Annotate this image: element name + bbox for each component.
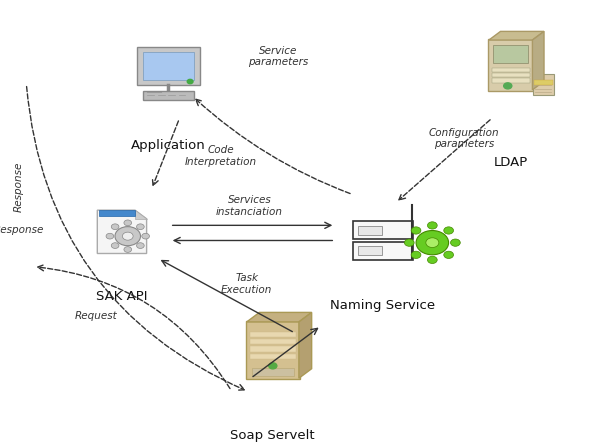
FancyBboxPatch shape <box>493 45 528 63</box>
Text: Service
parameters: Service parameters <box>249 46 308 67</box>
Polygon shape <box>135 210 147 219</box>
FancyBboxPatch shape <box>358 246 382 255</box>
FancyBboxPatch shape <box>358 225 382 235</box>
Text: Response: Response <box>14 161 24 212</box>
FancyBboxPatch shape <box>534 80 553 85</box>
FancyArrowPatch shape <box>174 237 333 244</box>
Circle shape <box>427 256 437 263</box>
Circle shape <box>444 251 453 259</box>
Text: SAK API: SAK API <box>96 290 147 303</box>
Circle shape <box>123 232 133 240</box>
FancyBboxPatch shape <box>492 68 529 72</box>
FancyBboxPatch shape <box>488 39 533 91</box>
Circle shape <box>106 233 114 239</box>
FancyBboxPatch shape <box>99 210 135 216</box>
Circle shape <box>427 222 437 229</box>
FancyArrowPatch shape <box>162 260 292 332</box>
Text: Services
instanciation: Services instanciation <box>216 195 283 217</box>
FancyBboxPatch shape <box>353 221 413 239</box>
FancyBboxPatch shape <box>492 79 529 83</box>
Text: Request: Request <box>75 311 117 321</box>
Circle shape <box>426 238 439 248</box>
FancyArrowPatch shape <box>196 99 350 194</box>
Circle shape <box>444 227 453 234</box>
FancyArrowPatch shape <box>399 120 490 200</box>
Circle shape <box>269 363 277 369</box>
FancyArrowPatch shape <box>172 222 331 229</box>
Polygon shape <box>532 31 544 90</box>
Circle shape <box>504 83 512 89</box>
Text: Application: Application <box>131 139 206 152</box>
FancyArrowPatch shape <box>27 87 244 390</box>
Polygon shape <box>247 312 311 322</box>
FancyArrowPatch shape <box>153 121 178 185</box>
Circle shape <box>416 231 449 255</box>
Circle shape <box>111 224 119 229</box>
FancyArrowPatch shape <box>38 265 230 389</box>
Circle shape <box>137 243 144 248</box>
Polygon shape <box>97 210 147 253</box>
FancyBboxPatch shape <box>492 73 529 77</box>
FancyArrowPatch shape <box>253 328 317 377</box>
FancyBboxPatch shape <box>250 346 296 352</box>
FancyBboxPatch shape <box>250 354 296 359</box>
FancyBboxPatch shape <box>252 368 294 376</box>
Text: Code
Interpretation: Code Interpretation <box>185 145 257 167</box>
FancyBboxPatch shape <box>246 321 300 379</box>
Polygon shape <box>489 31 544 40</box>
Text: Task
Execution: Task Execution <box>221 273 272 295</box>
Circle shape <box>137 224 144 229</box>
Text: Response: Response <box>0 225 44 235</box>
Circle shape <box>111 243 119 248</box>
FancyBboxPatch shape <box>250 332 296 337</box>
Polygon shape <box>299 312 311 378</box>
Text: LDAP: LDAP <box>494 156 528 169</box>
FancyBboxPatch shape <box>250 339 296 344</box>
Circle shape <box>451 239 460 246</box>
Text: Soap Servelt: Soap Servelt <box>230 429 315 442</box>
Circle shape <box>411 251 421 259</box>
FancyBboxPatch shape <box>137 47 200 85</box>
Text: Configuration
parameters: Configuration parameters <box>429 128 500 149</box>
Text: Naming Service: Naming Service <box>330 299 436 312</box>
Circle shape <box>142 233 149 239</box>
Circle shape <box>404 239 414 246</box>
Circle shape <box>124 247 131 252</box>
Circle shape <box>124 220 131 226</box>
FancyBboxPatch shape <box>143 91 194 100</box>
Circle shape <box>115 227 140 246</box>
FancyBboxPatch shape <box>353 242 413 260</box>
FancyBboxPatch shape <box>533 74 555 95</box>
Circle shape <box>187 80 193 84</box>
FancyBboxPatch shape <box>143 52 194 80</box>
Circle shape <box>411 227 421 234</box>
